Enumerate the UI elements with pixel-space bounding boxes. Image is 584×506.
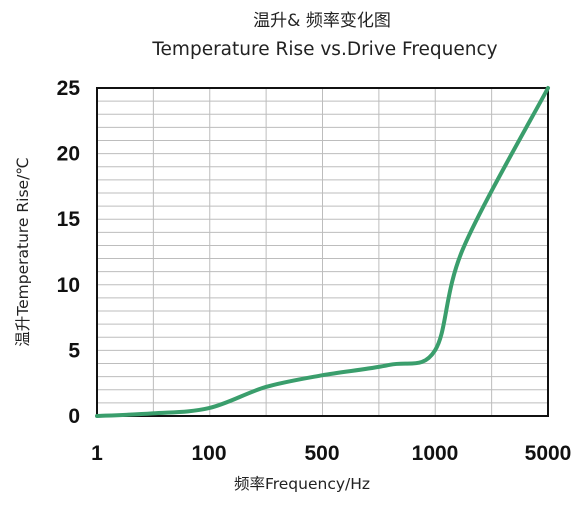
y-axis-label: 温升Temperature Rise/℃ bbox=[14, 157, 32, 346]
x-tick-label: 1000 bbox=[412, 442, 459, 465]
y-tick-label: 0 bbox=[68, 405, 80, 428]
data-point bbox=[150, 411, 154, 415]
x-tick-label: 100 bbox=[191, 442, 226, 465]
data-point bbox=[207, 406, 211, 410]
x-axis-ticks: 1 100 500 1000 5000 bbox=[91, 442, 571, 465]
data-point bbox=[264, 385, 268, 389]
data-point bbox=[461, 246, 465, 250]
x-tick-label: 5000 bbox=[525, 442, 572, 465]
x-axis-label: 频率Frequency/Hz bbox=[234, 475, 370, 493]
data-point bbox=[320, 373, 324, 377]
y-tick-label: 15 bbox=[57, 208, 81, 231]
y-tick-label: 20 bbox=[57, 143, 80, 166]
y-tick-label: 10 bbox=[57, 274, 80, 297]
y-tick-label: 25 bbox=[57, 77, 81, 100]
grid-lines bbox=[97, 88, 548, 416]
chart-title: 温升& 频率变化图 bbox=[253, 11, 391, 31]
plot-frame bbox=[96, 87, 549, 417]
x-tick-label: 500 bbox=[304, 442, 339, 465]
series-line-temperature-rise bbox=[95, 86, 550, 418]
data-point bbox=[546, 86, 550, 90]
data-point bbox=[95, 414, 99, 418]
chart-subtitle: Temperature Rise vs.Drive Frequency bbox=[151, 39, 497, 60]
y-tick-label: 5 bbox=[68, 339, 80, 362]
y-axis-ticks: 0 5 10 15 20 25 bbox=[57, 77, 81, 428]
data-point bbox=[388, 363, 392, 367]
x-tick-label: 1 bbox=[91, 442, 103, 465]
data-point bbox=[433, 348, 437, 352]
